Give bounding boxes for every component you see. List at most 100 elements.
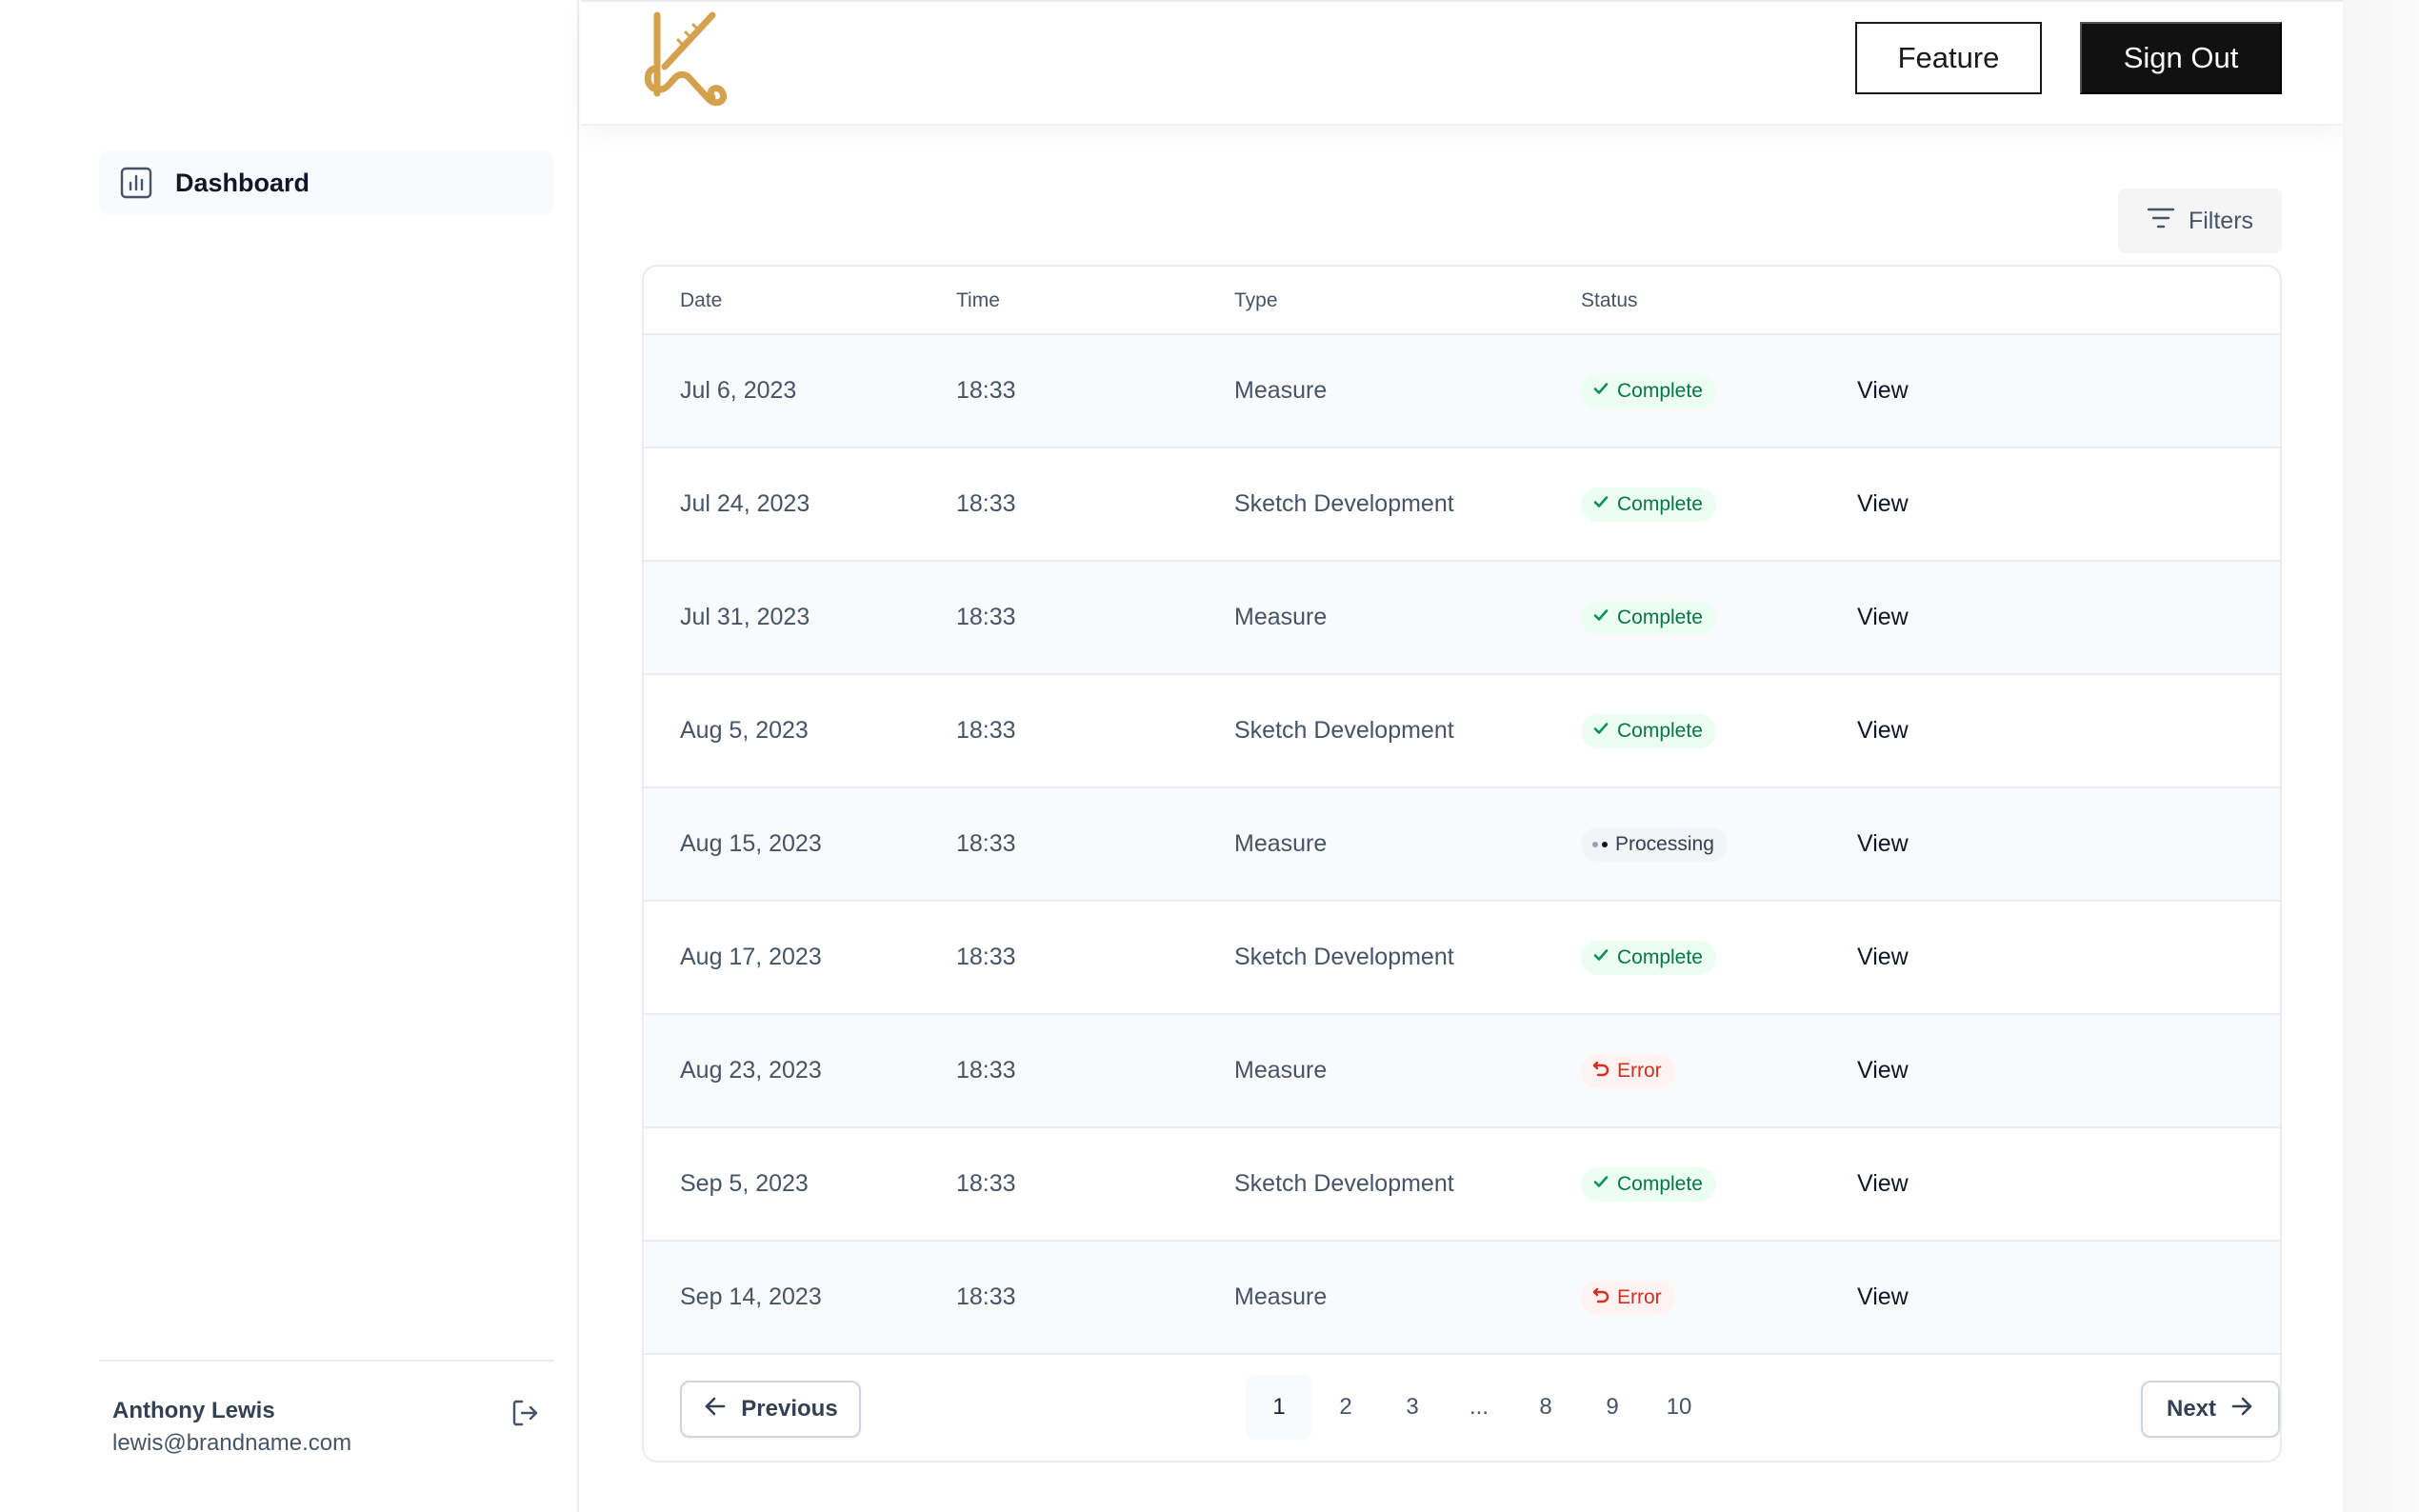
- type-cell: Measure: [1234, 604, 1328, 630]
- table-row: Aug 15, 2023 18:33 Measure Processing View: [644, 788, 2280, 902]
- table-row: Aug 23, 2023 18:33 Measure Error View: [644, 1015, 2280, 1128]
- status-badge: Complete: [1581, 713, 1716, 748]
- page-number[interactable]: 10: [1666, 1394, 1692, 1420]
- type-cell: Sketch Development: [1234, 717, 1454, 744]
- brand-logo[interactable]: [640, 10, 731, 109]
- loading-dots-icon: [1592, 841, 1608, 847]
- time-cell: 18:33: [956, 830, 1016, 857]
- time-cell: 18:33: [956, 604, 1016, 630]
- previous-label: Previous: [741, 1396, 838, 1422]
- date-cell: Sep 14, 2023: [680, 1283, 822, 1310]
- status-cell: Complete: [1581, 675, 1716, 786]
- column-header-time[interactable]: Time: [956, 289, 1000, 311]
- status-badge: Error: [1581, 1280, 1675, 1315]
- status-cell: Complete: [1581, 1128, 1716, 1240]
- records-table: Date Time Type Status Jul 6, 2023 18:33 Me…: [642, 265, 2282, 1462]
- view-link[interactable]: View: [1857, 717, 1909, 744]
- status-label: Complete: [1617, 719, 1703, 742]
- page-ellipsis: ...: [1469, 1394, 1489, 1420]
- table-row: Aug 5, 2023 18:33 Sketch Development Comple…: [644, 675, 2280, 788]
- sidebar-item-label: Dashboard: [175, 168, 310, 197]
- sidebar-item-dashboard[interactable]: Dashboard: [99, 150, 554, 215]
- check-icon: [1592, 720, 1609, 743]
- check-icon: [1592, 946, 1609, 969]
- check-icon: [1592, 493, 1609, 516]
- user-name: Anthony Lewis: [112, 1398, 275, 1423]
- previous-button[interactable]: Previous: [680, 1381, 861, 1438]
- column-header-type[interactable]: Type: [1234, 289, 1278, 311]
- date-cell: Jul 6, 2023: [680, 377, 797, 404]
- status-badge: Complete: [1581, 487, 1716, 522]
- table-header: Date Time Type Status: [644, 267, 2280, 335]
- time-cell: 18:33: [956, 1283, 1016, 1310]
- bar-chart-icon: [120, 167, 152, 199]
- sidebar-divider: [99, 1360, 554, 1362]
- page-number[interactable]: 9: [1606, 1394, 1619, 1420]
- column-header-status[interactable]: Status: [1581, 289, 1638, 311]
- check-icon: [1592, 1173, 1609, 1196]
- feature-button[interactable]: Feature: [1855, 22, 2042, 94]
- status-cell: Complete: [1581, 335, 1716, 447]
- table-row: Jul 24, 2023 18:33 Sketch Development Compl…: [644, 448, 2280, 562]
- status-cell: Complete: [1581, 902, 1716, 1013]
- status-label: Processing: [1615, 832, 1714, 855]
- type-cell: Sketch Development: [1234, 1170, 1454, 1197]
- status-label: Complete: [1617, 606, 1703, 628]
- pagination: Previous 1 2 3... 8 9 10 Next: [644, 1358, 2280, 1461]
- view-link[interactable]: View: [1857, 830, 1909, 857]
- filter-icon: [2147, 207, 2175, 236]
- status-label: Complete: [1617, 945, 1703, 968]
- date-cell: Sep 5, 2023: [680, 1170, 809, 1197]
- status-cell: Processing: [1581, 788, 1728, 900]
- table-row: Aug 17, 2023 18:33 Sketch Development Compl…: [644, 902, 2280, 1015]
- top-bar: Feature Sign Out: [581, 0, 2343, 126]
- status-label: Complete: [1617, 379, 1703, 402]
- status-badge: Processing: [1581, 826, 1728, 862]
- view-link[interactable]: View: [1857, 1057, 1909, 1084]
- table-row: Jul 6, 2023 18:33 Measure Complete View: [644, 335, 2280, 448]
- check-icon: [1592, 380, 1609, 403]
- page-number[interactable]: 2: [1339, 1394, 1352, 1420]
- arrow-right-icon: [2229, 1394, 2254, 1425]
- filters-button[interactable]: Filters: [2118, 189, 2282, 253]
- page-numbers: 1 2 3... 8 9 10: [1246, 1375, 1712, 1440]
- date-cell: Aug 5, 2023: [680, 717, 809, 744]
- view-link[interactable]: View: [1857, 604, 1909, 630]
- status-cell: Complete: [1581, 562, 1716, 673]
- logout-button[interactable]: [507, 1396, 545, 1434]
- next-label: Next: [2166, 1396, 2217, 1422]
- main-content: Feature Sign Out Filters Date Time Type …: [581, 0, 2343, 1512]
- time-cell: 18:33: [956, 717, 1016, 744]
- sign-out-button[interactable]: Sign Out: [2080, 22, 2282, 94]
- status-cell: Complete: [1581, 448, 1716, 560]
- status-cell: Error: [1581, 1015, 1675, 1126]
- view-link[interactable]: View: [1857, 490, 1909, 517]
- view-link[interactable]: View: [1857, 377, 1909, 404]
- page-number[interactable]: 3: [1406, 1394, 1419, 1420]
- type-cell: Sketch Development: [1234, 944, 1454, 970]
- view-link[interactable]: View: [1857, 1170, 1909, 1197]
- status-label: Error: [1617, 1285, 1662, 1308]
- filters-label: Filters: [2188, 207, 2254, 234]
- view-link[interactable]: View: [1857, 1283, 1909, 1310]
- check-icon: [1592, 607, 1609, 629]
- next-button[interactable]: Next: [2141, 1381, 2280, 1438]
- time-cell: 18:33: [956, 490, 1016, 517]
- time-cell: 18:33: [956, 944, 1016, 970]
- type-cell: Measure: [1234, 1283, 1328, 1310]
- time-cell: 18:33: [956, 1170, 1016, 1197]
- time-cell: 18:33: [956, 377, 1016, 404]
- retry-icon: [1592, 1286, 1609, 1309]
- status-label: Error: [1617, 1059, 1662, 1082]
- date-cell: Jul 24, 2023: [680, 490, 810, 517]
- date-cell: Jul 31, 2023: [680, 604, 810, 630]
- arrow-left-icon: [703, 1394, 728, 1425]
- status-badge: Error: [1581, 1053, 1675, 1088]
- column-header-date[interactable]: Date: [680, 289, 723, 311]
- view-link[interactable]: View: [1857, 944, 1909, 970]
- page-number[interactable]: 8: [1539, 1394, 1552, 1420]
- type-cell: Measure: [1234, 1057, 1328, 1084]
- type-cell: Measure: [1234, 377, 1328, 404]
- status-badge: Complete: [1581, 373, 1716, 408]
- page-number[interactable]: 1: [1246, 1375, 1312, 1440]
